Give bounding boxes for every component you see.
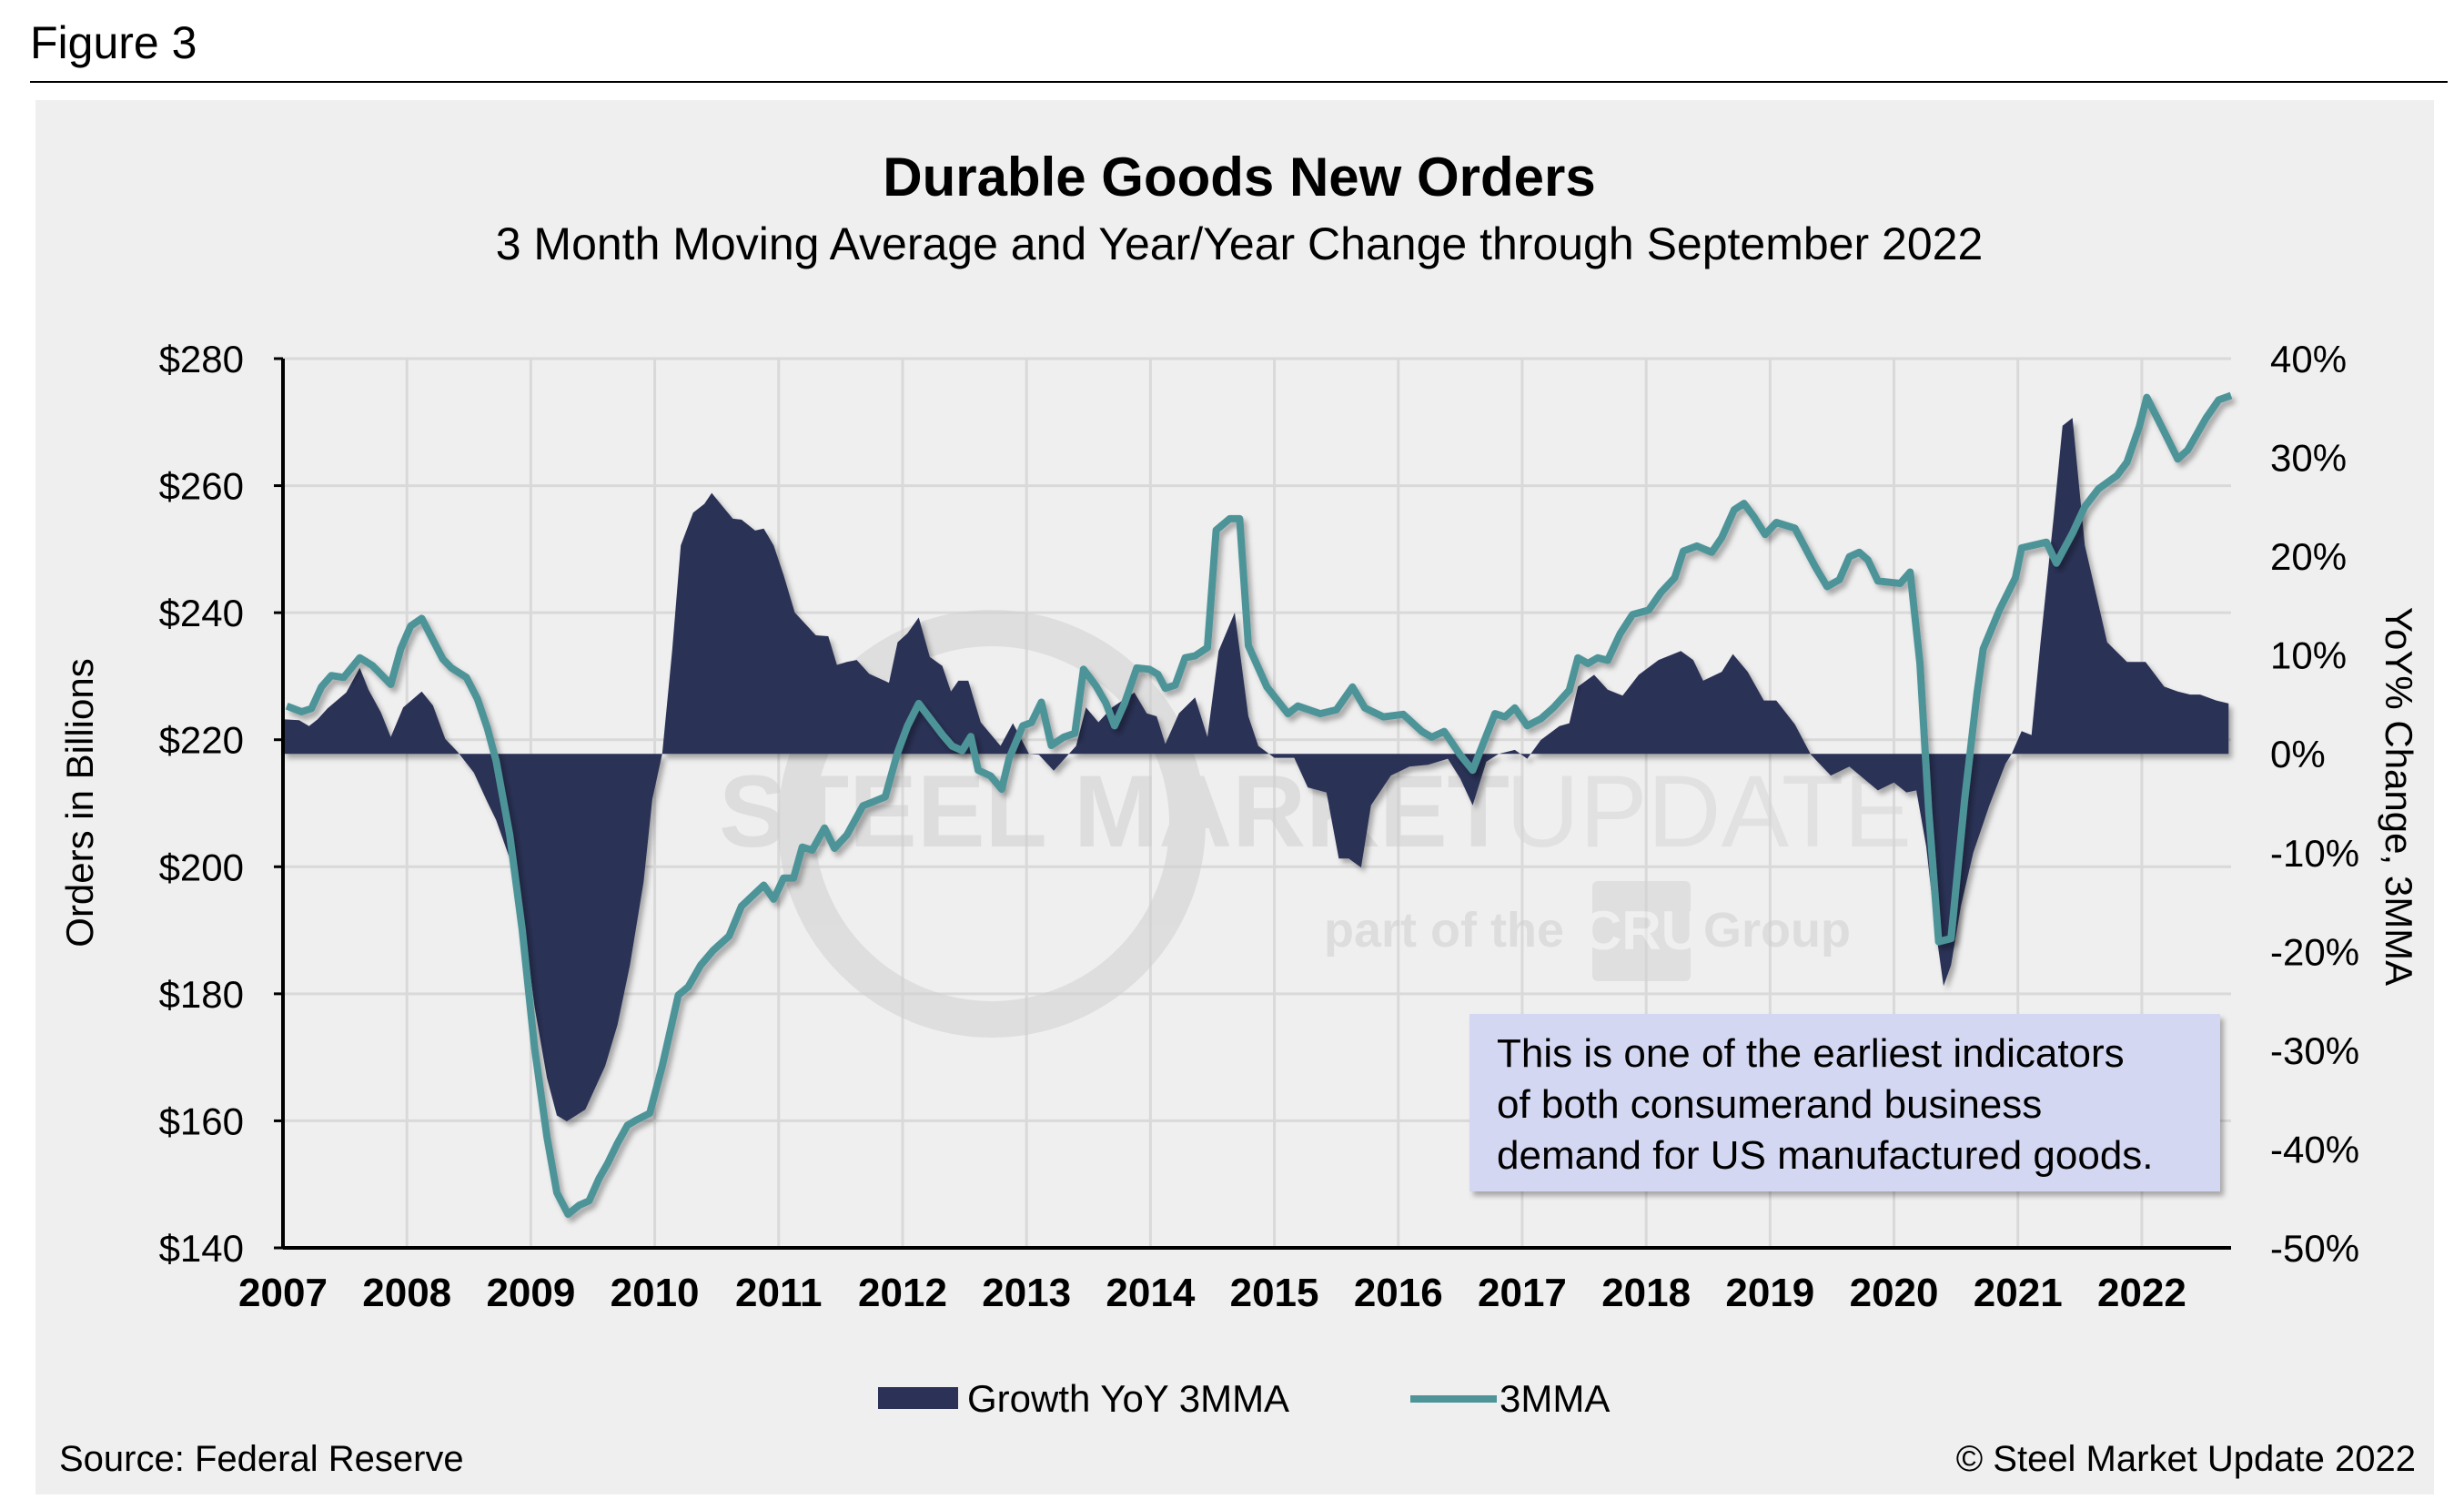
y2-tick-label: 10% [2270, 634, 2347, 677]
source-note: Source: Federal Reserve [59, 1439, 464, 1479]
y2-tick-label: -40% [2270, 1128, 2359, 1171]
y2-tick-label: -30% [2270, 1029, 2359, 1072]
annotation-line-1: This is one of the earliest indicators [1497, 1031, 2125, 1076]
annotation-line-2: of both consumerand business [1497, 1082, 2042, 1127]
y2-tick-label: 40% [2270, 338, 2347, 380]
y2-tick-label: 30% [2270, 437, 2347, 480]
x-tick-label: 2016 [1354, 1271, 1443, 1315]
x-tick-label: 2012 [858, 1271, 947, 1315]
gridlines [283, 357, 2231, 1248]
chart-subtitle: 3 Month Moving Average and Year/Year Cha… [496, 218, 1984, 269]
y-tick-label: $260 [159, 465, 244, 508]
legend-area-swatch [878, 1387, 958, 1409]
y-tick-label: $220 [159, 719, 244, 762]
legend-label-growth: Growth YoY 3MMA [967, 1377, 1289, 1420]
y-tick-label: $240 [159, 592, 244, 634]
y2-tick-label: 20% [2270, 535, 2347, 578]
x-tick-label: 2018 [1601, 1271, 1691, 1315]
y-tick-label: $140 [159, 1227, 244, 1270]
x-tick-label: 2020 [1850, 1271, 1939, 1315]
annotation-box: This is one of the earliest indicators o… [1469, 1014, 2220, 1191]
x-tick-label: 2008 [362, 1271, 451, 1315]
plot-marks [283, 391, 2233, 1218]
legend-label-3mma: 3MMA [1500, 1377, 1610, 1420]
chart-title: Durable Goods New Orders [883, 147, 1596, 208]
y-axis-title: Orders in Billions [58, 658, 101, 947]
annotation-background [1469, 1014, 2220, 1191]
watermark-cru-logo [1592, 881, 1691, 981]
y2-tick-label: -50% [2270, 1227, 2359, 1270]
copyright-note: © Steel Market Update 2022 [1956, 1439, 2416, 1479]
chart-panel [32, 96, 2438, 1498]
watermark-part-of: part of the [1324, 903, 1564, 958]
y-tick-label: $200 [159, 846, 244, 888]
watermark-update: UPDATE [1506, 755, 1912, 868]
y2-tick-label: 0% [2270, 733, 2326, 775]
annotation-line-3: demand for US manufactured goods. [1497, 1133, 2154, 1178]
figure-label: Figure 3 [30, 17, 197, 68]
3mma-line [285, 391, 2233, 1218]
x-tick-label: 2014 [1106, 1271, 1195, 1315]
x-tick-label: 2021 [1974, 1271, 2063, 1315]
x-tick-label: 2007 [238, 1271, 328, 1315]
watermark-group: Group [1703, 903, 1851, 958]
x-tick-label: 2019 [1725, 1271, 1814, 1315]
x-tick-label: 2022 [2097, 1271, 2186, 1315]
y-tick-label: $160 [159, 1100, 244, 1142]
x-tick-label: 2011 [735, 1271, 822, 1315]
x-tick-label: 2009 [486, 1271, 575, 1315]
x-tick-label: 2013 [982, 1271, 1071, 1315]
watermark-cru-text: CRU [1582, 900, 1701, 961]
y2-tick-label: -20% [2270, 930, 2359, 973]
x-tick-label: 2010 [611, 1271, 700, 1315]
axes: 2007 2008 2009 2010 2011 2012 2013 2014 2015 2016… [159, 338, 2360, 1315]
watermark: STEEL MARKET UPDATE part of the CRU Grou… [719, 610, 1912, 1038]
growth-yoy-area [283, 418, 2229, 1122]
y2-axis-title: YoY% Change, 3MMA [2378, 607, 2420, 986]
y-tick-label: $280 [159, 338, 244, 380]
watermark-swoosh [778, 610, 1206, 1038]
x-tick-label: 2017 [1478, 1271, 1567, 1315]
y2-tick-label: -10% [2270, 832, 2359, 875]
legend[interactable]: Growth YoY 3MMA 3MMA [878, 1377, 1610, 1420]
y-tick-label: $180 [159, 973, 244, 1016]
x-tick-label: 2015 [1230, 1271, 1319, 1315]
